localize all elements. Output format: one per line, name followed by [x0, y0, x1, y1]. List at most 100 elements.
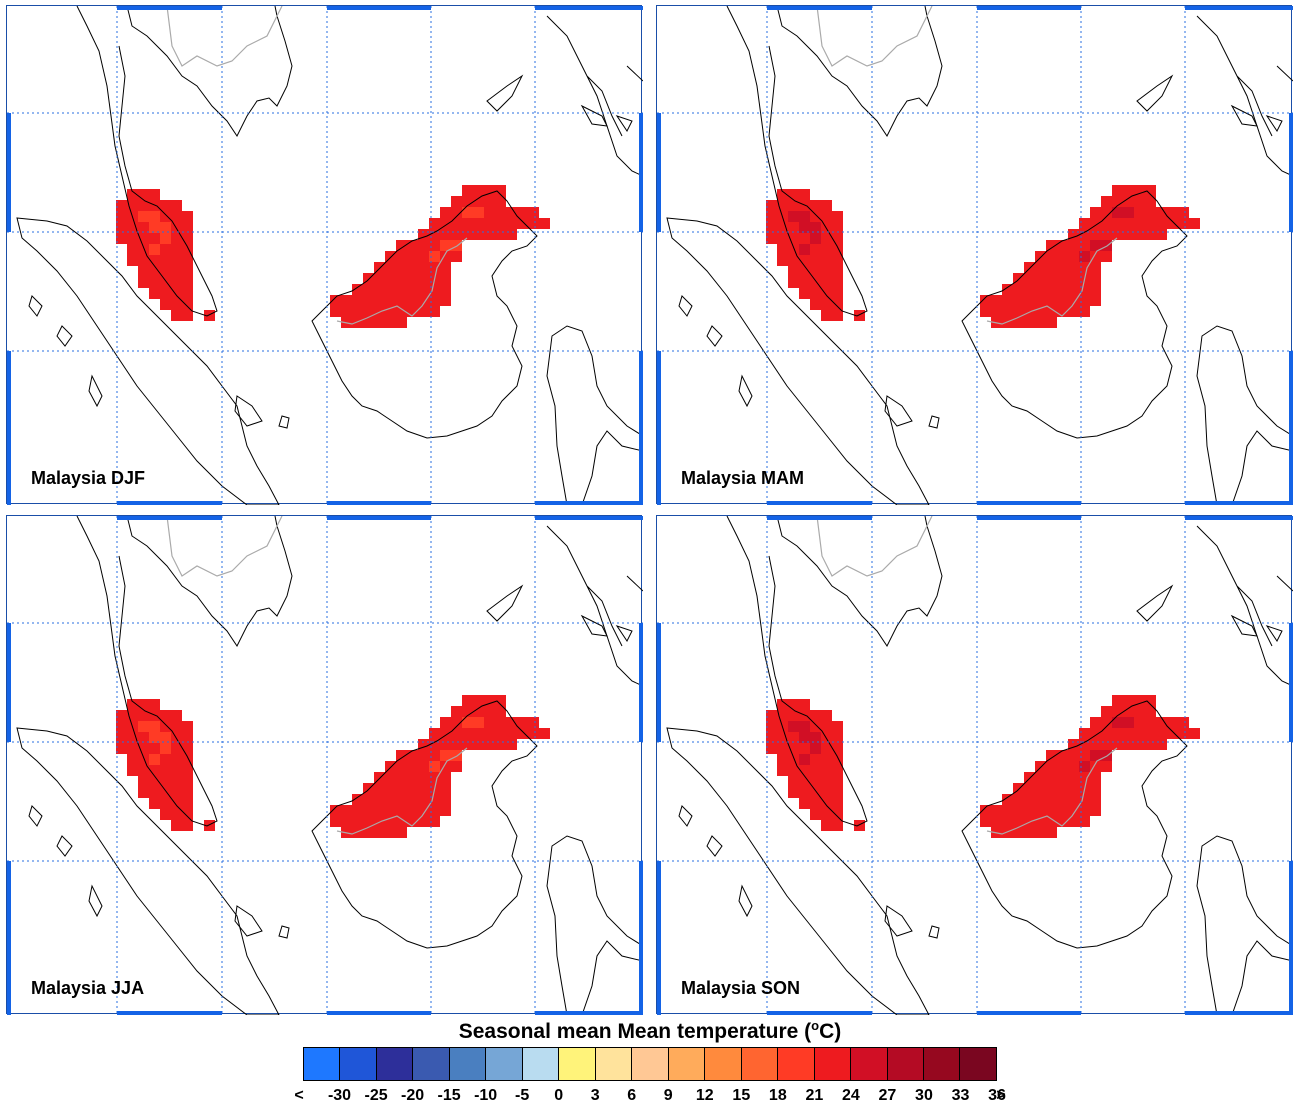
- temperature-cell: [385, 295, 396, 306]
- temperature-cell-highlight: [1079, 761, 1090, 772]
- coastline: [726, 516, 868, 827]
- temperature-cell: [363, 295, 374, 306]
- temperature-cell: [1024, 794, 1035, 805]
- colorbar-swatch: [705, 1048, 742, 1080]
- frame-accent: [327, 501, 431, 505]
- temperature-cell-highlight: [1112, 717, 1123, 728]
- temperature-cell: [1090, 805, 1101, 816]
- temperature-cell: [539, 728, 550, 739]
- temperature-cell: [1090, 783, 1101, 794]
- temperature-cell: [374, 816, 385, 827]
- temperature-cell: [1112, 218, 1123, 229]
- temperature-cell: [138, 244, 149, 255]
- temperature-cell: [352, 794, 363, 805]
- temperature-cell: [440, 717, 451, 728]
- temperature-cell: [440, 295, 451, 306]
- temperature-cell: [1090, 761, 1101, 772]
- temperature-cell: [440, 794, 451, 805]
- temperature-cell: [1046, 783, 1057, 794]
- temperature-cell: [1046, 251, 1057, 262]
- panel-label-son: Malaysia SON: [681, 978, 801, 998]
- temperature-cell: [777, 189, 788, 200]
- temperature-cell: [396, 317, 407, 328]
- temperature-cell: [1035, 284, 1046, 295]
- temperature-cell: [385, 273, 396, 284]
- colorbar-tick-label: 12: [695, 1087, 714, 1104]
- temperature-cell: [810, 721, 821, 732]
- temperature-cell: [821, 787, 832, 798]
- frame-accent: [1185, 516, 1293, 520]
- temperature-cell: [821, 200, 832, 211]
- frame-accent: [977, 501, 1081, 505]
- temperature-cell: [1101, 218, 1112, 229]
- colorbar-tick-label: 0: [554, 1087, 564, 1104]
- temperature-cell: [160, 277, 171, 288]
- colorbar-tick-label: -30: [327, 1087, 352, 1104]
- temperature-cell: [171, 743, 182, 754]
- temperature-cell: [473, 695, 484, 706]
- temperature-cell: [396, 805, 407, 816]
- temperature-cell: [777, 765, 788, 776]
- temperature-cell: [138, 222, 149, 233]
- temperature-cell: [396, 761, 407, 772]
- island-outline: [884, 395, 913, 427]
- temperature-cell: [788, 743, 799, 754]
- temperature-cell: [1035, 306, 1046, 317]
- temperature-cell: [160, 255, 171, 266]
- temperature-cell: [418, 750, 429, 761]
- temperature-cell: [138, 233, 149, 244]
- panel-label-mam: Malaysia MAM: [681, 468, 805, 488]
- temperature-cell: [462, 185, 473, 196]
- temperature-cell: [1090, 251, 1101, 262]
- temperature-cell: [149, 277, 160, 288]
- temperature-cell: [171, 798, 182, 809]
- temperature-cell: [810, 754, 821, 765]
- colorbar-swatch: [668, 1048, 706, 1080]
- colorbar-swatch: [960, 1048, 996, 1080]
- temperature-cell: [1013, 827, 1024, 838]
- temperature-cell: [1178, 207, 1189, 218]
- colorbar-swatch: [741, 1048, 779, 1080]
- temperature-cell: [1002, 816, 1013, 827]
- temperature-cell: [182, 288, 193, 299]
- coastline: [76, 6, 218, 317]
- temperature-cell: [138, 765, 149, 776]
- island-outline: [706, 325, 723, 347]
- temperature-cell: [1189, 728, 1200, 739]
- temperature-cell: [451, 717, 462, 728]
- temperature-cell: [1178, 728, 1189, 739]
- temperature-cell: [171, 754, 182, 765]
- temperature-cell: [821, 776, 832, 787]
- temperature-cell: [440, 761, 451, 772]
- temperature-cell: [407, 794, 418, 805]
- temperature-cell: [1101, 207, 1112, 218]
- temperature-cell: [1002, 306, 1013, 317]
- temperature-cell: [462, 218, 473, 229]
- temperature-cell: [138, 255, 149, 266]
- temperature-cell: [385, 284, 396, 295]
- temperature-cell: [182, 233, 193, 244]
- temperature-cell: [352, 827, 363, 838]
- temperature-cell: [363, 816, 374, 827]
- temperature-cell: [484, 185, 495, 196]
- temperature-cell: [363, 794, 374, 805]
- temperature-cell-highlight: [149, 211, 160, 222]
- temperature-cell: [440, 229, 451, 240]
- temperature-cell: [182, 754, 193, 765]
- temperature-cell: [429, 295, 440, 306]
- temperature-cell: [182, 266, 193, 277]
- coastline: [1196, 15, 1293, 177]
- temperature-cell: [1112, 229, 1123, 240]
- temperature-cell: [374, 306, 385, 317]
- island-outline: [738, 884, 753, 918]
- temperature-cell: [182, 310, 193, 321]
- temperature-cell-highlight: [1101, 750, 1112, 761]
- temperature-cell: [1079, 229, 1090, 240]
- temperature-cell: [363, 284, 374, 295]
- temperature-cell: [182, 809, 193, 820]
- island-outline: [615, 625, 633, 642]
- temperature-cell: [1057, 273, 1068, 284]
- temperature-cell: [116, 200, 127, 211]
- temperature-cell: [1090, 284, 1101, 295]
- coastline: [546, 15, 643, 177]
